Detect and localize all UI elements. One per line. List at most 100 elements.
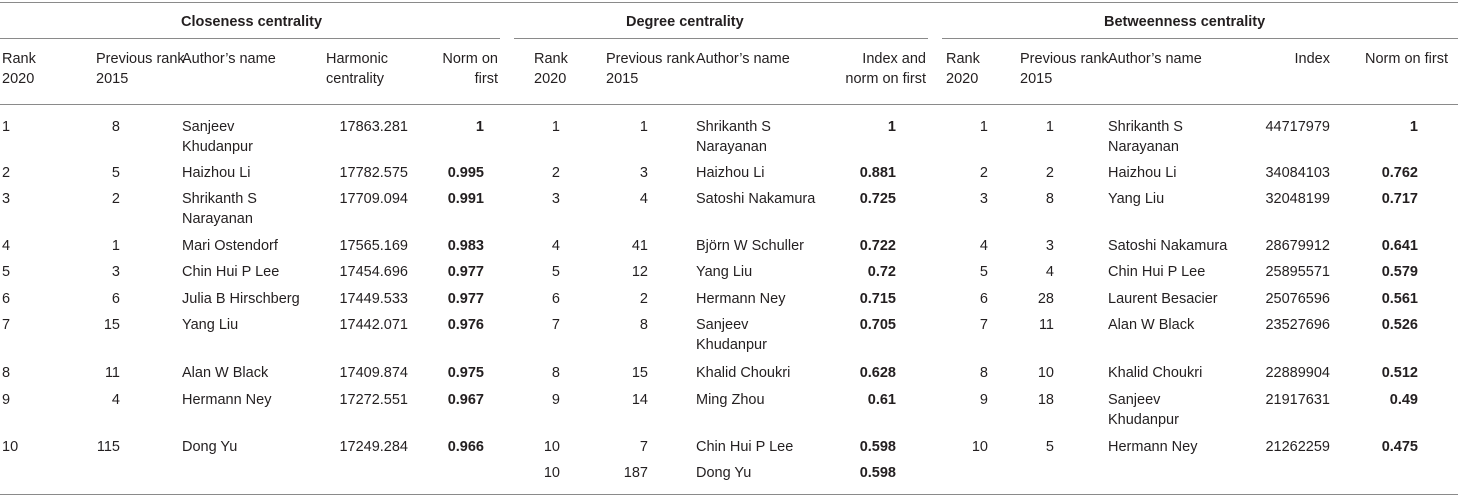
table-cell: 2	[551, 165, 560, 181]
table-cell: 25895571	[1265, 264, 1330, 280]
table-cell: 7	[979, 317, 988, 333]
table-cell: Mari Ostendorf	[182, 238, 278, 254]
table-cell: 12	[631, 264, 648, 280]
table-cell: 28	[1037, 291, 1054, 307]
column-header: Author’s name	[182, 51, 276, 67]
table-cell: 7	[639, 439, 648, 455]
table-cell: 4	[979, 238, 988, 254]
table-cell: 15	[631, 365, 648, 381]
table-cell: Khalid Choukri	[696, 365, 791, 381]
table-cell: 1	[111, 238, 120, 254]
column-header: Previous rank 2015	[606, 51, 695, 87]
table-cell: 0.641	[1381, 238, 1418, 254]
table-cell: 4	[111, 392, 120, 408]
table-cell: 1	[1409, 119, 1418, 135]
degree-rule	[514, 38, 928, 39]
table-cell: 44717979	[1265, 119, 1330, 135]
table-cell: 6	[551, 291, 560, 307]
table-cell: Julia B Hirschberg	[182, 291, 300, 307]
table-cell: Yang Liu	[182, 317, 239, 333]
table-cell: 0.967	[447, 392, 484, 408]
table-cell: 32048199	[1265, 191, 1330, 207]
table-cell: Shrikanth S Narayanan	[1108, 119, 1183, 155]
table-cell: 0.705	[859, 317, 896, 333]
table-cell: 6	[979, 291, 988, 307]
table-cell: Satoshi Nakamura	[696, 191, 816, 207]
betweenness-rule	[942, 38, 1458, 39]
table-cell: Chin Hui P Lee	[182, 264, 280, 280]
table-cell: 7	[551, 317, 560, 333]
column-header: Index	[1294, 51, 1330, 67]
table-cell: 0.72	[867, 264, 896, 280]
table-cell: Shrikanth S Narayanan	[696, 119, 771, 155]
table-cell: 8	[979, 365, 988, 381]
column-header: Norm on first	[1365, 51, 1448, 67]
table-cell: Chin Hui P Lee	[696, 439, 794, 455]
table-cell: 0.983	[447, 238, 484, 254]
table-cell: 14	[631, 392, 648, 408]
table-cell: 17442.071	[339, 317, 408, 333]
table-cell: 2	[1045, 165, 1054, 181]
table-cell: 3	[2, 191, 11, 207]
table-cell: 8	[551, 365, 560, 381]
table-cell: 2	[979, 165, 988, 181]
table-cell: 0.598	[859, 439, 896, 455]
top-rule	[0, 2, 1458, 3]
table-cell: 1	[1045, 119, 1054, 135]
table-cell: 0.49	[1389, 392, 1418, 408]
table-cell: 18	[1037, 392, 1054, 408]
table-cell: 9	[979, 392, 988, 408]
table-cell: 10	[543, 439, 560, 455]
table-cell: 17863.281	[339, 119, 408, 135]
column-header: Previous rank 2015	[96, 51, 185, 87]
table-cell: 3	[639, 165, 648, 181]
table-cell: 0.977	[447, 291, 484, 307]
betweenness-title: Betweenness centrality	[1104, 14, 1266, 30]
table-cell: 0.579	[1381, 264, 1418, 280]
table-cell: Haizhou Li	[182, 165, 251, 181]
column-header: Harmonic centrality	[326, 51, 389, 87]
table-cell: 15	[103, 317, 120, 333]
table-cell: 1	[475, 119, 484, 135]
table-cell: 17409.874	[339, 365, 408, 381]
table-cell: 7	[2, 317, 11, 333]
table-cell: 3	[979, 191, 988, 207]
column-header: Author’s name	[1108, 51, 1202, 67]
table-cell: Alan W Black	[182, 365, 269, 381]
table-cell: 0.598	[859, 465, 896, 481]
column-header: Previous rank 2015	[1020, 51, 1109, 87]
header-rule	[0, 104, 1458, 105]
table-cell: 0.475	[1381, 439, 1418, 455]
table-cell: 10	[2, 439, 19, 455]
table-cell: 5	[1045, 439, 1054, 455]
bottom-rule	[0, 494, 1458, 495]
table-cell: 0.61	[867, 392, 896, 408]
table-cell: Khalid Choukri	[1108, 365, 1203, 381]
table-cell: 17782.575	[339, 165, 408, 181]
table-cell: 0.881	[859, 165, 896, 181]
closeness-title: Closeness centrality	[181, 14, 323, 30]
table-cell: 10	[543, 465, 560, 481]
table-cell: 17249.284	[339, 439, 408, 455]
table-cell: 8	[2, 365, 11, 381]
table-cell: 8	[111, 119, 120, 135]
table-cell: Yang Liu	[1108, 191, 1165, 207]
table-cell: 17272.551	[339, 392, 408, 408]
column-header: Rank 2020	[534, 51, 568, 87]
table-cell: Haizhou Li	[1108, 165, 1177, 181]
column-header: Rank 2020	[946, 51, 980, 87]
table-cell: 6	[2, 291, 11, 307]
table-cell: 5	[2, 264, 11, 280]
table-cell: 6	[111, 291, 120, 307]
table-cell: 115	[96, 439, 120, 455]
table-cell: 0.976	[447, 317, 484, 333]
degree-title: Degree centrality	[626, 14, 744, 30]
table-cell: 1	[639, 119, 648, 135]
table-cell: 0.628	[859, 365, 896, 381]
column-header: Index and norm on first	[845, 51, 926, 87]
table-cell: 11	[104, 365, 120, 381]
column-header: Author’s name	[696, 51, 790, 67]
table-cell: 3	[1045, 238, 1054, 254]
table-cell: Dong Yu	[182, 439, 238, 455]
